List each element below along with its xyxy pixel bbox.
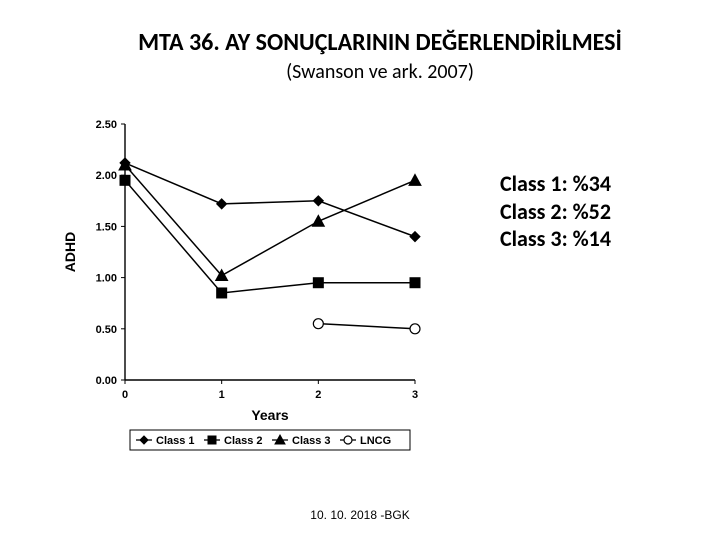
svg-text:Years: Years bbox=[251, 407, 289, 423]
svg-text:2: 2 bbox=[315, 389, 321, 401]
svg-text:1.50: 1.50 bbox=[96, 221, 117, 233]
svg-text:Class 3: Class 3 bbox=[292, 435, 331, 447]
svg-text:0.50: 0.50 bbox=[96, 324, 117, 336]
svg-text:LNCG: LNCG bbox=[360, 435, 391, 447]
class-3-pct: Class 3: %14 bbox=[500, 225, 611, 253]
svg-text:Class 1: Class 1 bbox=[156, 435, 195, 447]
slide-subtitle: (Swanson ve ark. 2007) bbox=[60, 60, 700, 84]
svg-text:2.50: 2.50 bbox=[96, 119, 117, 131]
class-2-pct: Class 2: %52 bbox=[500, 198, 611, 226]
svg-text:0.00: 0.00 bbox=[96, 375, 117, 387]
class-1-pct: Class 1: %34 bbox=[500, 170, 611, 198]
line-chart: 0.00 0.50 1.00 1.50 2.00 2.50 0 1 2 3 Years ADHD Cla… bbox=[55, 110, 435, 470]
svg-text:0: 0 bbox=[122, 389, 128, 401]
chart-container: 0.00 0.50 1.00 1.50 2.00 2.50 0 1 2 3 Years ADHD Cla… bbox=[55, 110, 435, 470]
svg-text:Class 2: Class 2 bbox=[224, 435, 263, 447]
footer-text: 10. 10. 2018 -BGK bbox=[0, 508, 720, 522]
svg-text:3: 3 bbox=[412, 389, 418, 401]
svg-text:1: 1 bbox=[219, 389, 225, 401]
slide: MTA 36. AY SONUÇLARININ DEĞERLENDİRİLMES… bbox=[0, 0, 720, 540]
svg-text:1.00: 1.00 bbox=[96, 273, 117, 285]
svg-text:2.00: 2.00 bbox=[96, 170, 117, 182]
svg-text:ADHD: ADHD bbox=[62, 232, 78, 272]
slide-title: MTA 36. AY SONUÇLARININ DEĞERLENDİRİLMES… bbox=[60, 28, 700, 57]
class-summary: Class 1: %34 Class 2: %52 Class 3: %14 bbox=[500, 170, 611, 253]
